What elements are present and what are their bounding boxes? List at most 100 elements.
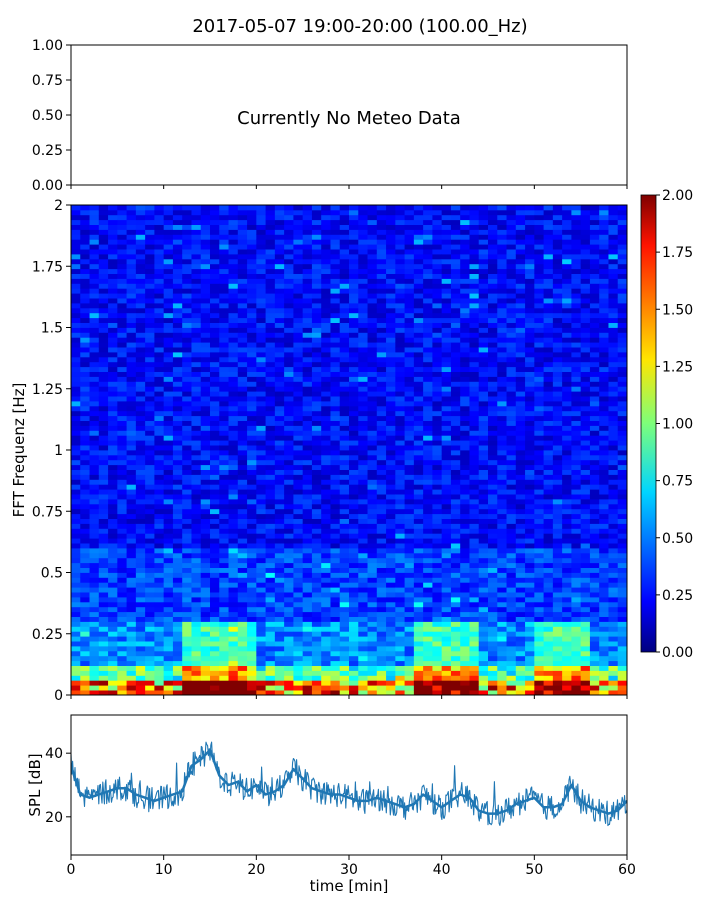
- spectrogram-cell: [163, 288, 174, 294]
- spectrogram-cell: [497, 626, 507, 632]
- spectrogram-cell: [182, 494, 192, 500]
- spectrogram-cell: [284, 332, 294, 338]
- spectrogram-cell: [284, 538, 294, 544]
- spectrogram-cell: [497, 288, 507, 294]
- spectrogram-cell: [432, 459, 443, 466]
- spectrogram-cell: [135, 440, 146, 446]
- spectrogram-cell: [237, 592, 248, 598]
- spectrogram-cell: [237, 435, 248, 441]
- spectrogram-cell: [98, 508, 109, 515]
- spectrogram-cell: [321, 303, 331, 309]
- spectrogram-cell: [200, 288, 211, 294]
- spectrogram-cell: [172, 680, 183, 686]
- spectrogram-cell: [395, 636, 405, 642]
- spectrogram-cell: [135, 307, 146, 314]
- spectrogram-cell: [200, 376, 211, 382]
- spectrogram-cell: [163, 430, 174, 436]
- spectrogram-cell: [89, 430, 100, 436]
- spectrogram-cell: [358, 283, 368, 289]
- spectrogram-cell: [145, 234, 155, 240]
- spectrogram-cell: [450, 440, 461, 446]
- spectrogram-cell: [284, 552, 294, 559]
- spectrogram-cell: [219, 307, 229, 314]
- spectrogram-cell: [395, 283, 405, 289]
- spectrogram-cell: [478, 606, 489, 613]
- spectrogram-cell: [460, 205, 470, 211]
- spectrogram-cell: [367, 489, 378, 495]
- spectrogram-cell: [450, 254, 461, 260]
- spectrogram-cell: [376, 616, 387, 622]
- spectrogram-cell: [395, 293, 405, 299]
- spectrogram-cell: [469, 352, 480, 358]
- spectrogram-cell: [182, 405, 192, 412]
- spectrogram-cell: [302, 209, 313, 216]
- spectrogram-cell: [172, 533, 183, 539]
- spectrogram-cell: [441, 528, 452, 534]
- spectrogram-cell: [321, 611, 331, 617]
- spectrogram-cell: [172, 410, 183, 417]
- spectrogram-cell: [349, 587, 359, 593]
- spectrogram-cell: [497, 214, 507, 221]
- spectrogram-cell: [321, 606, 331, 613]
- spectrogram-cell: [126, 548, 137, 554]
- spectrogram-cell: [228, 445, 239, 451]
- spectrogram-cell: [135, 548, 146, 554]
- spectrogram-cell: [376, 288, 387, 294]
- spectrogram-cell: [191, 577, 202, 583]
- spectrogram-cell: [358, 332, 368, 338]
- spectrogram-cell: [469, 616, 480, 622]
- spectrogram-cell: [247, 415, 257, 421]
- spectrogram-cell: [182, 376, 192, 382]
- spectrogram-cell: [219, 420, 229, 426]
- spectrogram-cell: [413, 562, 424, 568]
- spectrogram-cell: [349, 420, 359, 426]
- spectrogram-cell: [172, 205, 183, 211]
- spectrogram-cell: [497, 229, 507, 235]
- spectrogram-cell: [145, 503, 155, 510]
- spectrogram-cell: [284, 597, 294, 603]
- spectrogram-cell: [219, 484, 229, 490]
- spectrogram-cell: [154, 268, 165, 274]
- spectrogram-cell: [274, 484, 285, 490]
- spectrogram-cell: [98, 533, 109, 539]
- spectrogram-cell: [497, 298, 507, 304]
- spectrogram-cell: [311, 391, 322, 397]
- spectrogram-cell: [247, 317, 257, 323]
- spectrogram-cell: [256, 464, 266, 470]
- spectrogram-cell: [376, 454, 387, 461]
- spectrogram-cell: [450, 293, 461, 299]
- spectrogram-cell: [210, 278, 220, 284]
- spectrogram-cell: [404, 239, 415, 245]
- spectrogram-cell: [367, 214, 378, 221]
- spectrogram-cell: [182, 234, 192, 240]
- spectrogram-cell: [191, 655, 202, 662]
- spectrogram-cell: [506, 597, 517, 603]
- spectrogram-cell: [469, 606, 480, 613]
- spectrogram-cell: [349, 342, 359, 348]
- spectrogram-cell: [135, 430, 146, 436]
- spectrogram-cell: [135, 371, 146, 377]
- spectrogram-cell: [450, 445, 461, 451]
- spectrogram-cell: [200, 538, 211, 544]
- spectrogram-cell: [525, 577, 535, 583]
- spectrogram-cell: [126, 660, 137, 666]
- spectrogram-cell: [247, 234, 257, 240]
- spectrogram-cell: [98, 249, 109, 255]
- spectrogram-cell: [488, 356, 498, 363]
- spectrogram-cell: [89, 322, 100, 328]
- spectrogram-cell: [219, 606, 229, 613]
- spectrogram-cell: [358, 513, 368, 519]
- spectrogram-cell: [525, 440, 535, 446]
- spectrogram-cell: [358, 680, 368, 686]
- spectrogram-cell: [117, 523, 127, 529]
- spectrogram-cell: [247, 567, 257, 573]
- spectrogram-cell: [376, 469, 387, 475]
- spectrogram-cell: [460, 587, 470, 593]
- spectrogram-cell: [367, 464, 378, 470]
- spectrogram-cell: [145, 582, 155, 588]
- spectrogram-cell: [321, 675, 331, 681]
- spectrogram-cell: [108, 224, 118, 230]
- spectrogram-cell: [339, 484, 350, 490]
- spectrogram-cell: [274, 626, 285, 632]
- spectrogram-cell: [237, 508, 248, 515]
